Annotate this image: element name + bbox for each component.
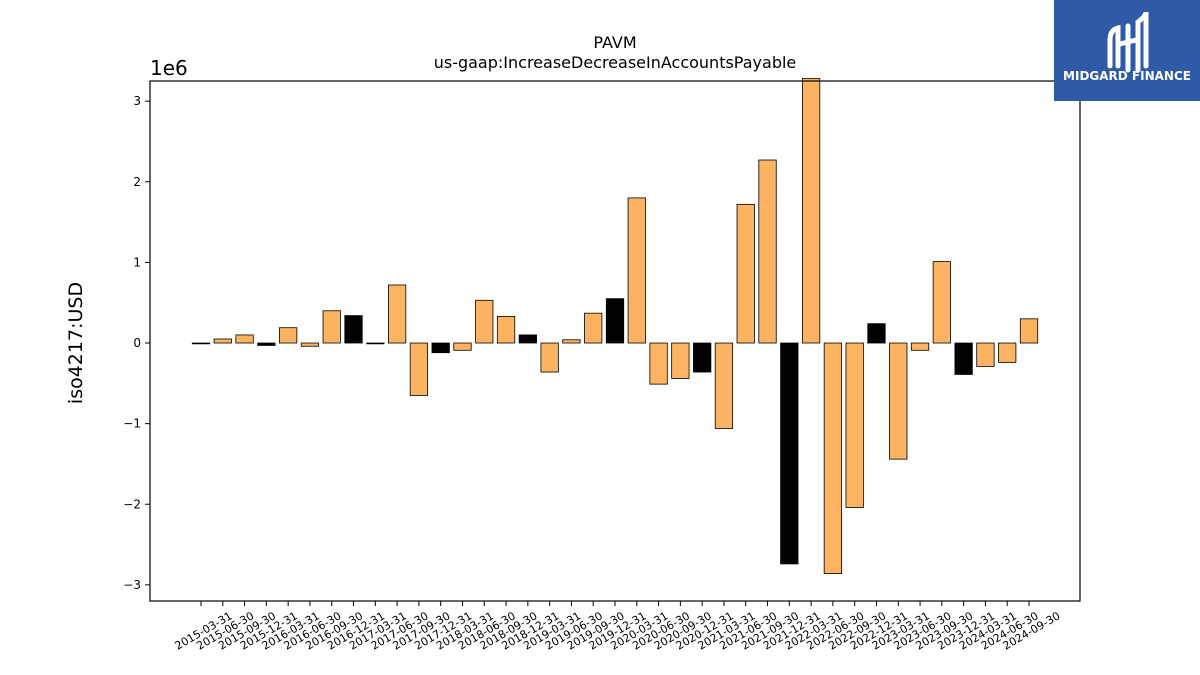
midgard-logo-icon	[1107, 11, 1149, 73]
midgard-finance-logo: MIDGARD FINANCE	[1054, 0, 1200, 101]
y-axis-label: iso4217:USD	[65, 282, 87, 404]
y-axis: −3 −2 −1 0 1 2 3	[123, 94, 150, 592]
bar-2016-09-30	[322, 310, 341, 344]
bar-2019-03-31	[540, 342, 559, 373]
bar-2016-06-30	[300, 342, 320, 347]
bars-layer	[191, 78, 1039, 574]
y-tick-label: −1	[123, 417, 141, 431]
bar-2024-06-30	[998, 342, 1017, 363]
logo-wordmark: MIDGARD FINANCE	[1063, 69, 1191, 83]
bar-2018-03-31	[453, 342, 472, 351]
bar-2023-09-30	[932, 261, 951, 344]
bar-2018-09-30	[496, 316, 516, 344]
bar-2020-06-30	[649, 342, 668, 385]
bar-2018-06-30	[475, 299, 494, 344]
bar-2021-09-30	[758, 159, 777, 344]
x-axis: 2015-03-312015-06-302015-09-302015-12-31…	[173, 601, 1063, 653]
y-tick-label: 0	[133, 336, 141, 350]
y-tick-label: 1	[133, 255, 141, 269]
bar-2022-03-31	[801, 78, 821, 344]
bar-2022-09-30	[845, 342, 864, 508]
bar-2023-06-30	[910, 342, 930, 351]
plot-frame	[149, 80, 1081, 602]
bar-2020-03-31	[627, 197, 646, 344]
bar-2023-12-31	[954, 342, 973, 375]
bar-2024-09-30	[1019, 318, 1039, 344]
bar-2016-12-31	[344, 315, 363, 344]
bar-2015-09-30	[235, 334, 254, 344]
bar-2018-12-31	[518, 334, 537, 344]
bar-2016-03-31	[279, 327, 298, 344]
bar-2020-12-31	[693, 342, 712, 373]
bar-2017-03-31	[366, 342, 385, 345]
y-tick-label: 2	[133, 175, 141, 189]
bar-2024-03-31	[976, 342, 995, 367]
bar-2022-06-30	[823, 342, 843, 574]
chart-subtitle: us-gaap:IncreaseDecreaseInAccountsPayabl…	[434, 53, 797, 72]
bar-2017-06-30	[387, 284, 407, 344]
bar-2019-06-30	[562, 339, 581, 344]
bar-2022-12-31	[867, 323, 886, 344]
bar-2017-12-31	[431, 342, 450, 354]
bar-2015-06-30	[213, 338, 232, 344]
bar-2021-12-31	[780, 342, 799, 565]
bar-2015-03-31	[191, 342, 211, 345]
y-offset-text: 1e6	[150, 56, 188, 80]
y-tick-label: −3	[123, 578, 141, 592]
bar-2017-09-30	[409, 342, 429, 396]
y-tick-label: 3	[133, 94, 141, 108]
bar-2019-09-30	[584, 312, 603, 344]
bar-2021-06-30	[736, 203, 755, 344]
y-tick-label: −2	[123, 497, 141, 511]
chart-title: PAVM	[593, 33, 636, 52]
bar-2021-03-31	[714, 342, 734, 429]
bar-2015-12-31	[257, 342, 276, 346]
bar-2019-12-31	[605, 298, 625, 344]
bar-2023-03-31	[889, 342, 908, 460]
bar-2020-09-30	[671, 342, 690, 379]
